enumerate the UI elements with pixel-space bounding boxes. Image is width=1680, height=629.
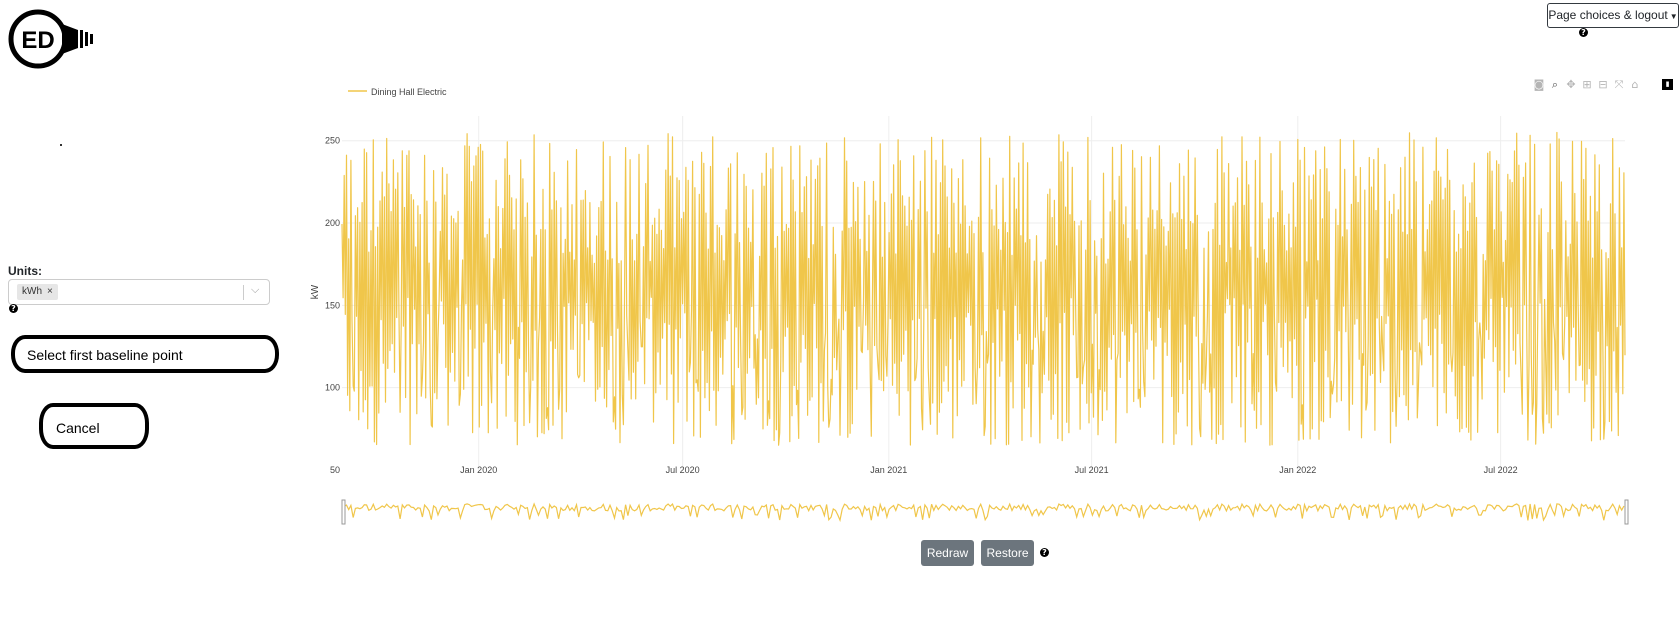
page-choices-dropdown[interactable]: Page choices & logout ▼ [1547,3,1679,28]
zoom-out-icon[interactable]: ⊟ [1598,78,1608,91]
y-axis-label: kW [310,284,321,299]
y-tick-label: 50 [330,465,340,475]
zoom-in-icon[interactable]: ⊞ [1582,78,1592,91]
x-tick-label: Jan 2022 [1279,465,1316,475]
y-tick-label: 200 [325,218,340,228]
y-tick-label: 250 [325,136,340,146]
range-slider-handle-left [341,499,346,525]
select-baseline-button[interactable]: Select first baseline point [11,335,279,373]
range-slider-handle-right [1624,499,1629,525]
page-choices-label: Page choices & logout [1548,8,1668,22]
x-tick-label: Jul 2021 [1075,465,1109,475]
cancel-button[interactable]: Cancel [39,403,149,449]
legend-label: Dining Hall Electric [371,87,447,97]
x-tick-label: Jan 2020 [460,465,497,475]
units-select[interactable]: kWh × ⌵ [8,279,270,305]
camera-icon[interactable]: ◙ [1533,78,1545,91]
plot-modebar: ◙ ⌕ ✥ ⊞ ⊟ ⤧ ⌂ [1533,78,1641,92]
units-label: Units: [8,264,42,278]
tick-layer: 50 100 150 200 250 Jan 2020 Jul 2020 Jan 2021 Ju… [325,136,1518,475]
help-icon[interactable]: ? [1579,28,1588,37]
x-tick-label: Jan 2021 [870,465,907,475]
x-tick-label: Jul 2020 [666,465,700,475]
reset-axes-icon[interactable]: ⌂ [1631,78,1639,91]
restore-button[interactable]: Restore [981,540,1034,566]
pan-icon[interactable]: ✥ [1566,78,1576,91]
units-tag: kWh × [17,284,58,300]
x-tick-label: Jul 2022 [1484,465,1518,475]
remove-icon[interactable]: × [47,286,53,297]
ed-logo: ED [8,9,93,69]
help-icon[interactable]: ? [1040,548,1049,557]
zoom-icon[interactable]: ⌕ [1551,78,1559,91]
autoscale-icon[interactable]: ⤧ [1614,78,1624,91]
y-tick-label: 150 [325,300,340,310]
select-separator [243,285,244,300]
cancel-label: Cancel [56,420,100,436]
legend: Dining Hall Electric [348,87,447,97]
grid-layer [342,116,1625,470]
redraw-button[interactable]: Redraw [921,540,974,566]
series-line-dining-hall-electric [341,131,1626,446]
y-tick-label: 100 [325,383,340,393]
chevron-down-icon[interactable]: ⌵ [251,284,260,296]
caret-down-icon: ▼ [1669,12,1678,21]
plotly-logo-icon[interactable]: ▮ [1662,79,1673,90]
dot-marker [60,144,62,146]
range-slider-line [341,502,1625,523]
logo-text: ED [21,27,54,54]
help-icon[interactable]: ? [9,304,18,313]
units-tag-label: kWh [22,286,42,297]
baseline-label: Select first baseline point [27,347,183,363]
